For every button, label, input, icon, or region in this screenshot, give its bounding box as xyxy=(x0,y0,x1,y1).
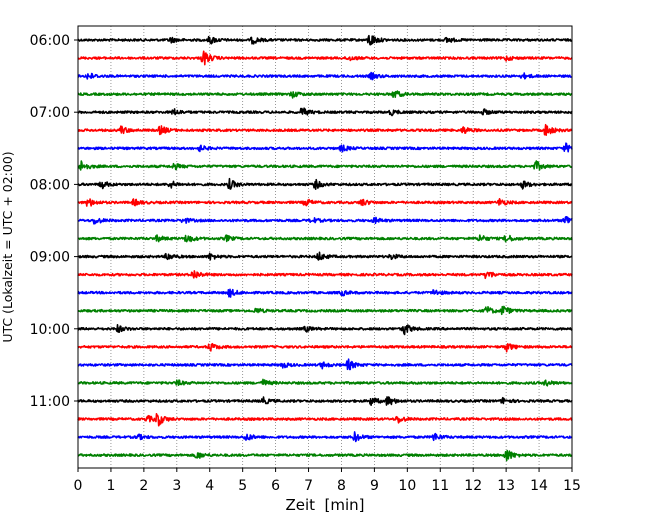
trace-0645 xyxy=(77,90,573,99)
x-tick-label: 3 xyxy=(172,478,181,494)
y-tick-label: 11:00 xyxy=(30,394,70,410)
x-tick-label: 12 xyxy=(464,478,482,494)
trace-0830 xyxy=(77,215,573,225)
x-tick-label: 6 xyxy=(271,478,280,494)
y-tick-label: 10:00 xyxy=(30,322,70,338)
trace-0730 xyxy=(77,142,573,153)
trace-0900 xyxy=(77,251,573,261)
x-tick-label: 13 xyxy=(497,478,515,494)
trace-1015 xyxy=(77,342,573,353)
trace-0700 xyxy=(77,107,573,117)
trace-1115 xyxy=(77,413,573,427)
trace-0845 xyxy=(77,234,573,243)
trace-1045 xyxy=(77,378,573,387)
x-tick-label: 9 xyxy=(370,478,379,494)
x-tick-label: 7 xyxy=(304,478,313,494)
x-tick-label: 2 xyxy=(139,478,148,494)
trace-0930 xyxy=(77,288,573,298)
y-tick-label: 08:00 xyxy=(30,177,70,193)
x-axis: 0 1 2 3 4 5 6 7 8 9 10 11 12 13 14 15 xyxy=(74,468,581,494)
plot-frame xyxy=(77,25,573,469)
y-axis: 06:00 07:00 08:00 09:00 10:00 11:00 xyxy=(30,33,78,410)
trace-0745 xyxy=(77,160,573,171)
trace-0815 xyxy=(77,198,573,207)
trace-0615 xyxy=(77,50,573,66)
x-tick-label: 8 xyxy=(337,478,346,494)
x-tick-label: 0 xyxy=(74,478,83,494)
x-axis-label: Zeit [min] xyxy=(285,496,364,514)
trace-1100 xyxy=(77,396,573,407)
trace-0945 xyxy=(77,305,573,316)
trace-0715 xyxy=(77,123,573,136)
trace-1000 xyxy=(77,324,573,336)
trace-0800 xyxy=(77,177,573,190)
trace-1130 xyxy=(77,431,573,443)
y-axis-label: UTC (Lokalzeit = UTC + 02:00) xyxy=(0,151,15,342)
y-tick-label: 09:00 xyxy=(30,250,70,266)
trace-1030 xyxy=(77,358,573,371)
trace-0915 xyxy=(77,270,573,280)
trace-1145 xyxy=(77,449,573,462)
y-tick-label: 06:00 xyxy=(30,33,70,49)
x-tick-label: 1 xyxy=(106,478,115,494)
y-tick-label: 07:00 xyxy=(30,105,70,121)
x-tick-label: 11 xyxy=(431,478,449,494)
x-tick-label: 15 xyxy=(563,478,581,494)
x-tick-label: 14 xyxy=(530,478,548,494)
x-tick-label: 10 xyxy=(398,478,416,494)
trace-0600 xyxy=(77,34,573,46)
x-tick-label: 5 xyxy=(238,478,247,494)
trace-0630 xyxy=(77,71,573,81)
seismogram-traces xyxy=(77,34,573,462)
x-tick-label: 4 xyxy=(205,478,214,494)
